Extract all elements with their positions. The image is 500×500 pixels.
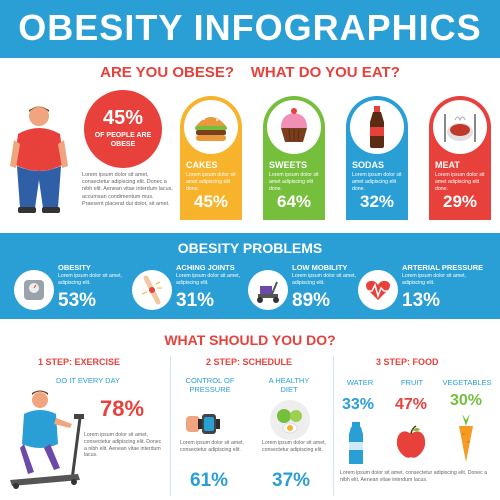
obese-percentage-label: OF PEOPLE ARE OBESE	[94, 132, 152, 148]
food-label-cakes: CAKES	[186, 160, 218, 170]
schedule-desc-diet: Lorem ipsum dolor sit amet, consectetur …	[262, 440, 327, 453]
food-desc-cakes: Lorem ipsum dolor sit amet adipiscing el…	[186, 172, 236, 192]
food-pct-water: 33%	[342, 396, 375, 413]
problem-desc-low-mobility: Lorem ipsum dolor sit amet, adipiscing e…	[292, 273, 357, 286]
obese-percentage-circle: 45% OF PEOPLE ARE OBESE	[84, 90, 162, 168]
burger-icon	[195, 115, 227, 141]
problem-desc-obesity: Lorem ipsum dolor sit amet, adipiscing e…	[58, 273, 123, 286]
food-pct-sweets: 64%	[276, 192, 312, 211]
food-label-meat: MEAT	[435, 160, 460, 170]
food-card-meat: MEAT Lorem ipsum dolor sit amet adipisci…	[429, 96, 491, 220]
obese-person-icon	[10, 106, 68, 213]
food-desc-meat: Lorem ipsum dolor sit amet adipiscing el…	[435, 172, 485, 192]
food-pct-sodas: 32%	[359, 192, 395, 211]
food-pct-fruit: 47%	[395, 396, 428, 413]
problem-label-aching-joints: ACHING JOINTS	[176, 263, 235, 272]
section1-description: Lorem ipsum dolor sit amet, consectetur …	[82, 172, 173, 207]
food-label-vegetables: VEGETABLES	[442, 378, 492, 387]
meat-plate-icon	[444, 114, 476, 142]
step-exercise-title: 1 STEP: EXERCISE	[38, 357, 121, 367]
mobility-scooter-icon	[257, 281, 279, 303]
exercise-subtitle: DO IT EVERY DAY	[55, 376, 121, 385]
schedule-label-diet: A HEALTHY DIET	[268, 376, 310, 394]
problem-pct-obesity: 53%	[58, 290, 97, 311]
exercise-pct: 78%	[100, 396, 145, 421]
problem-low-mobility: LOW MOBILITY Lorem ipsum dolor sit amet,…	[248, 260, 370, 318]
food-card-sweets: SWEETS Lorem ipsum dolor sit amet adipis…	[263, 96, 325, 220]
obesity-problems-band: OBESITY PROBLEMS OBESITY Lorem ipsum dol…	[0, 233, 500, 319]
food-label-sodas: SODAS	[352, 160, 385, 170]
exercise-desc: Lorem ipsum dolor sit amet, consectetur …	[84, 432, 162, 459]
question-what-do-you-eat: WHAT DO YOU EAT?	[250, 64, 400, 81]
schedule-pct-pressure: 61%	[190, 470, 229, 491]
step-schedule-title: 2 STEP: SCHEDULE	[206, 357, 293, 367]
scale-icon	[24, 280, 44, 300]
problem-pct-arterial-pressure: 13%	[402, 290, 441, 311]
page-title: OBESITY INFOGRAPHICS	[18, 7, 482, 48]
schedule-pct-diet: 37%	[272, 470, 311, 491]
food-pct-meat: 29%	[442, 192, 478, 211]
problem-label-arterial-pressure: ARTERIAL PRESSURE	[402, 263, 484, 272]
apple-icon	[396, 425, 426, 458]
carrot-icon	[459, 414, 473, 462]
problem-desc-arterial-pressure: Lorem ipsum dolor sit amet, adipiscing e…	[402, 273, 467, 286]
water-bottle-icon	[349, 422, 363, 464]
food-label-water: WATER	[346, 378, 374, 387]
problem-arterial-pressure: ARTERIAL PRESSURE Lorem ipsum dolor sit …	[358, 260, 484, 318]
obesity-problems-title: OBESITY PROBLEMS	[177, 240, 323, 256]
food-pct-cakes: 45%	[193, 192, 229, 211]
heartbeat-icon	[364, 280, 392, 300]
problem-pct-low-mobility: 89%	[292, 290, 331, 311]
question-are-you-obese: ARE YOU OBESE?	[100, 64, 235, 81]
food-desc-sodas: Lorem ipsum dolor sit amet adipiscing el…	[352, 172, 402, 192]
treadmill-person-icon	[10, 390, 84, 489]
soda-bottle-icon	[370, 106, 384, 148]
cupcake-icon	[281, 108, 307, 142]
joint-icon	[141, 275, 162, 305]
problem-aching-joints: ACHING JOINTS Lorem ipsum dolor sit amet…	[132, 260, 254, 318]
section1-heading: ARE YOU OBESE? WHAT DO YOU EAT?	[0, 64, 500, 81]
column-divider	[333, 356, 334, 496]
column-divider	[170, 356, 171, 496]
food-card-sodas: SODAS Lorem ipsum dolor sit amet adipisc…	[346, 96, 408, 220]
watch-icon	[186, 414, 220, 434]
food-label-fruit: FRUIT	[400, 378, 424, 387]
problem-obesity: OBESITY Lorem ipsum dolor sit amet, adip…	[14, 260, 136, 318]
schedule-desc-pressure: Lorem ipsum dolor sit amet, consectetur …	[180, 440, 245, 453]
step-food-title: 3 STEP: FOOD	[376, 357, 439, 367]
problem-desc-aching-joints: Lorem ipsum dolor sit amet, adipiscing e…	[176, 273, 241, 286]
food-label-sweets: SWEETS	[269, 160, 308, 170]
schedule-label-pressure: CONTROL OF PRESSURE	[185, 376, 235, 394]
obese-percentage: 45%	[102, 107, 144, 129]
header-banner: OBESITY INFOGRAPHICS	[0, 0, 500, 58]
healthy-plate-icon	[270, 400, 310, 440]
problem-label-obesity: OBESITY	[58, 263, 91, 272]
food-desc-sweets: Lorem ipsum dolor sit amet adipiscing el…	[269, 172, 319, 192]
food-pct-vegetables: 30%	[450, 392, 483, 409]
problem-pct-aching-joints: 31%	[176, 290, 215, 311]
food-card-cakes: CAKES Lorem ipsum dolor sit amet adipisc…	[180, 96, 242, 220]
what-should-you-do-title: WHAT SHOULD YOU DO?	[164, 332, 336, 348]
problem-label-low-mobility: LOW MOBILITY	[292, 263, 348, 272]
food-step-desc: Lorem ipsum dolor sit amet, consectetur …	[340, 470, 488, 483]
